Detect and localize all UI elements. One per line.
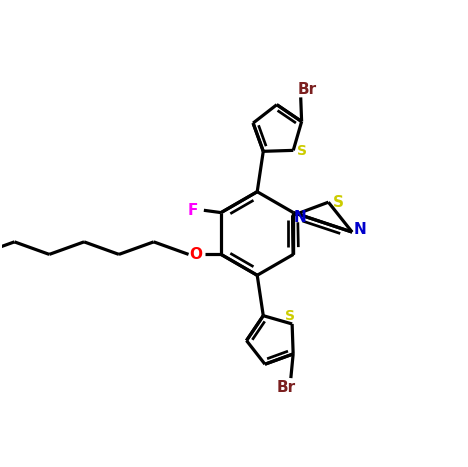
Text: S: S — [333, 195, 344, 210]
Text: N: N — [354, 222, 366, 237]
Text: F: F — [188, 203, 198, 218]
Text: S: S — [285, 309, 295, 323]
Text: Br: Br — [298, 82, 317, 97]
Text: N: N — [294, 210, 307, 226]
Text: Br: Br — [277, 380, 296, 395]
Text: S: S — [297, 144, 307, 158]
Text: O: O — [189, 247, 202, 262]
